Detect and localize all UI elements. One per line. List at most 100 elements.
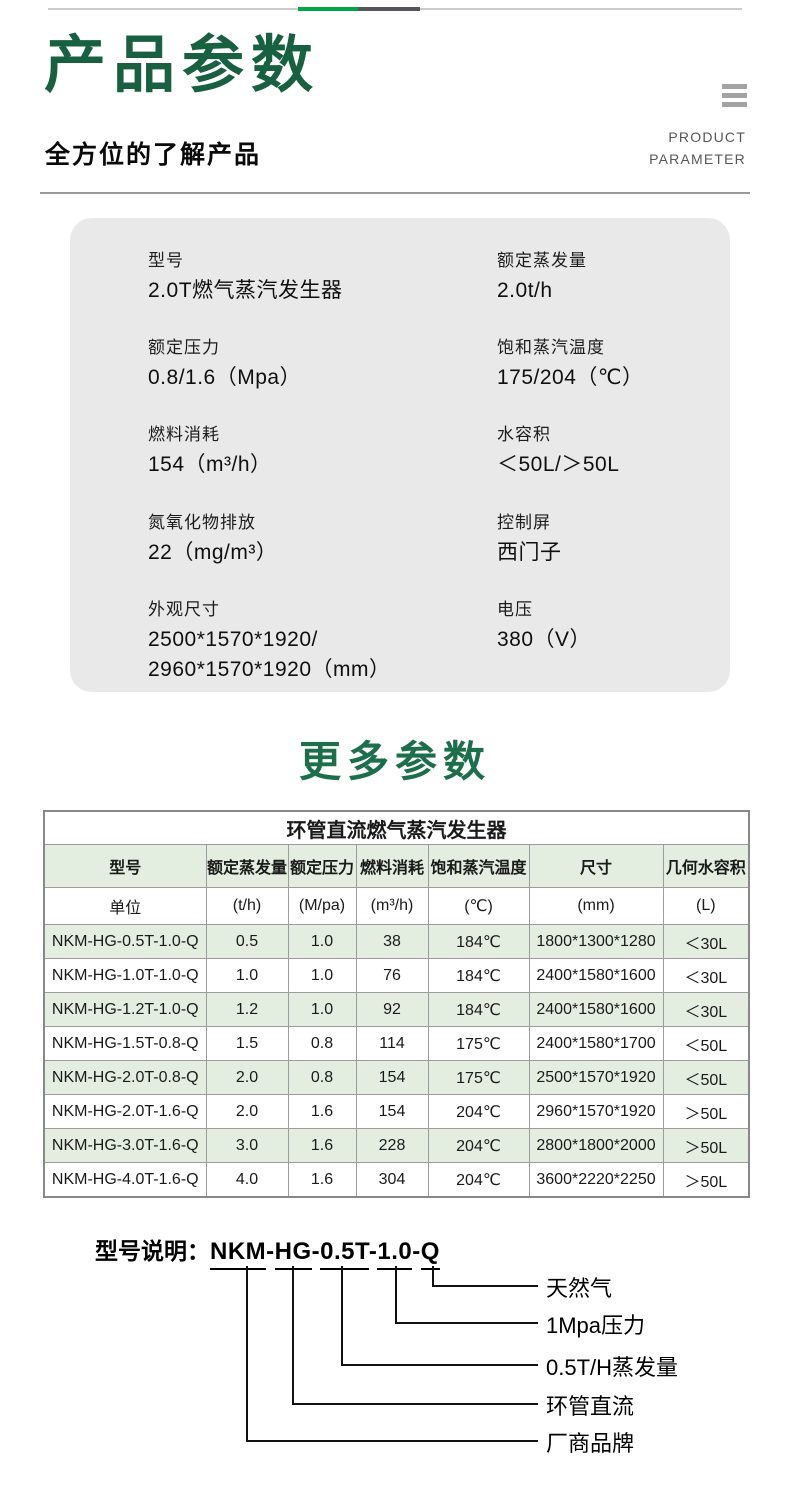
table-row-cell: 184℃ xyxy=(427,924,530,959)
table-row-cell: NKM-HG-1.5T-0.8-Q xyxy=(43,1026,207,1061)
table-row-cell: 114 xyxy=(355,1026,429,1061)
callout-line-horizontal xyxy=(432,1285,538,1287)
spec-item: 氮氧化物排放 22（mg/m³） xyxy=(148,508,277,568)
callout-label: 环管直流 xyxy=(546,1394,635,1419)
table-row-cell: NKM-HG-3.0T-1.6-Q xyxy=(43,1128,207,1163)
table-row-cell: ＜50L xyxy=(662,1060,750,1095)
spec-item: 饱和蒸汽温度 175/204（℃） xyxy=(497,333,644,393)
spec-item-label: 燃料消耗 xyxy=(148,425,220,444)
table-row-cell: NKM-HG-2.0T-0.8-Q xyxy=(43,1060,207,1095)
table-unit-row-cell: (mm) xyxy=(528,887,664,925)
table-header-row-cell: 型号 xyxy=(43,844,207,888)
model-code: NKM-HG-0.5T-1.0-Q xyxy=(210,1238,440,1270)
model-code-segment: HG xyxy=(274,1238,312,1270)
corner-label-line1: PRODUCT xyxy=(668,129,746,145)
table-row-cell: 175℃ xyxy=(427,1026,530,1061)
top-divider-dark-accent xyxy=(358,7,420,11)
callout-label: 0.5T/H蒸发量 xyxy=(546,1355,679,1380)
table-title-row: 环管直流燃气蒸汽发生器 xyxy=(43,810,750,845)
table-row: NKM-HG-2.0T-1.6-Q 2.0 1.6 154 204℃ 2960*1570*… xyxy=(43,1094,750,1129)
callout-line-vertical xyxy=(341,1266,343,1366)
spec-item-label: 额定蒸发量 xyxy=(497,251,587,270)
table-row-cell: 2.0 xyxy=(205,1094,289,1129)
spec-summary-box: 型号 2.0T燃气蒸汽发生器 额定蒸发量 2.0t/h 额定压力 0.8/1.6（Mpa）… xyxy=(70,218,730,692)
table-header-row: 型号 额定蒸发量 额定压力 燃料消耗 饱和蒸汽温度 尺寸 几何水容积 xyxy=(43,844,750,888)
table-row-cell: 0.8 xyxy=(287,1026,357,1061)
table-row-cell: 184℃ xyxy=(427,992,530,1027)
table-row-cell: 1.0 xyxy=(287,992,357,1027)
table-row-cell: 1.6 xyxy=(287,1128,357,1163)
spec-item-value: 22（mg/m³） xyxy=(148,541,278,564)
spec-item: 外观尺寸 2500*1570*1920/ 2960*1570*1920（mm） xyxy=(148,595,390,685)
table-row-cell: 1800*1300*1280 xyxy=(528,924,664,959)
top-divider-green-accent xyxy=(298,7,358,11)
table-row-cell: 3600*2220*2250 xyxy=(528,1162,664,1198)
table-row-cell: 2400*1580*1600 xyxy=(528,992,664,1027)
table-row-cell: 2400*1580*1600 xyxy=(528,958,664,993)
table-row-cell: 1.0 xyxy=(287,924,357,959)
table-unit-row: 单位 (t/h) (M/pa) (m³/h) (℃) (mm) (L) xyxy=(43,887,750,925)
more-params-title: 更多参数 xyxy=(298,738,491,785)
table-header-row-cell: 饱和蒸汽温度 xyxy=(427,844,530,888)
table-row: NKM-HG-4.0T-1.6-Q 4.0 1.6 304 204℃ 3600*2220*… xyxy=(43,1162,750,1198)
table-row-cell: 304 xyxy=(355,1162,429,1198)
table-row-cell: 175℃ xyxy=(427,1060,530,1095)
table-row-cell: 1.0 xyxy=(205,958,289,993)
spec-item: 燃料消耗 154（m³/h） xyxy=(148,420,272,480)
table-row-cell: 204℃ xyxy=(427,1162,530,1198)
table-row-cell: ＞50L xyxy=(662,1128,750,1163)
table-row-cell: ＜30L xyxy=(662,924,750,959)
table-unit-row-cell: (℃) xyxy=(427,887,530,925)
model-legend-line: 型号说明：NKM-HG-0.5T-1.0-Q xyxy=(95,1232,440,1270)
callout-line-horizontal xyxy=(246,1440,538,1442)
corner-label: PRODUCT PARAMETER xyxy=(649,126,746,170)
spec-item-value: 175/204（℃） xyxy=(497,366,644,389)
table-row: NKM-HG-0.5T-1.0-Q 0.5 1.0 38 184℃ 1800*1300*1… xyxy=(43,924,750,959)
spec-item-label: 型号 xyxy=(148,251,184,270)
table-row: NKM-HG-1.5T-0.8-Q 1.5 0.8 114 175℃ 2400*1580*… xyxy=(43,1026,750,1061)
table-row-cell: 0.5 xyxy=(205,924,289,959)
spec-item-label: 电压 xyxy=(497,600,533,619)
table-row-cell: 1.0 xyxy=(287,958,357,993)
callout-line-horizontal xyxy=(395,1322,538,1324)
table-row-cell: NKM-HG-1.2T-1.0-Q xyxy=(43,992,207,1027)
spec-item-value: 2.0t/h xyxy=(497,279,553,302)
table-header-row-cell: 几何水容积 xyxy=(662,844,750,888)
table-row-cell: 76 xyxy=(355,958,429,993)
table-title-row-cell: 环管直流燃气蒸汽发生器 xyxy=(43,810,750,845)
table-row-cell: 2960*1570*1920 xyxy=(528,1094,664,1129)
table-row-cell: 0.8 xyxy=(287,1060,357,1095)
table-row-cell: ＜50L xyxy=(662,1026,750,1061)
spec-item-label: 饱和蒸汽温度 xyxy=(497,338,605,357)
parameters-table: 环管直流燃气蒸汽发生器 型号 额定蒸发量 额定压力 燃料消耗 饱和蒸汽温度 尺寸 几何水容积单… xyxy=(43,810,751,1198)
spec-item-label: 水容积 xyxy=(497,425,551,444)
header-divider xyxy=(40,192,750,194)
callout-line-horizontal xyxy=(292,1403,538,1405)
table-row-cell: NKM-HG-2.0T-1.6-Q xyxy=(43,1094,207,1129)
callout-line-vertical xyxy=(395,1266,397,1324)
table-row-cell: 154 xyxy=(355,1060,429,1095)
table-row-cell: 92 xyxy=(355,992,429,1027)
spec-item-label: 额定压力 xyxy=(148,338,220,357)
spec-item: 电压 380（V） xyxy=(497,595,591,655)
table-row-cell: 2800*1800*2000 xyxy=(528,1128,664,1163)
table-row-cell: 38 xyxy=(355,924,429,959)
table-row-cell: NKM-HG-4.0T-1.6-Q xyxy=(43,1162,207,1198)
corner-label-line2: PARAMETER xyxy=(649,151,746,167)
model-code-segment: 1.0 xyxy=(377,1238,413,1270)
table-row: NKM-HG-3.0T-1.6-Q 3.0 1.6 228 204℃ 2800*1800*… xyxy=(43,1128,750,1163)
table-header-row-cell: 额定蒸发量 xyxy=(205,844,289,888)
spec-item-value: 西门子 xyxy=(497,541,562,564)
spec-item-value: 2.0T燃气蒸汽发生器 xyxy=(148,279,343,302)
callout-label: 1Mpa压力 xyxy=(546,1313,646,1338)
spec-item-value: 2500*1570*1920/ 2960*1570*1920（mm） xyxy=(148,628,391,681)
spec-item-value: 0.8/1.6（Mpa） xyxy=(148,366,302,389)
spec-item: 额定蒸发量 2.0t/h xyxy=(497,246,587,306)
table-header-row-cell: 燃料消耗 xyxy=(355,844,429,888)
table-row-cell: ＞50L xyxy=(662,1094,750,1129)
table-row-cell: ＜30L xyxy=(662,992,750,1027)
table-unit-row-cell: (t/h) xyxy=(205,887,289,925)
table-unit-row-cell: 单位 xyxy=(43,887,207,925)
table-row-cell: 204℃ xyxy=(427,1094,530,1129)
